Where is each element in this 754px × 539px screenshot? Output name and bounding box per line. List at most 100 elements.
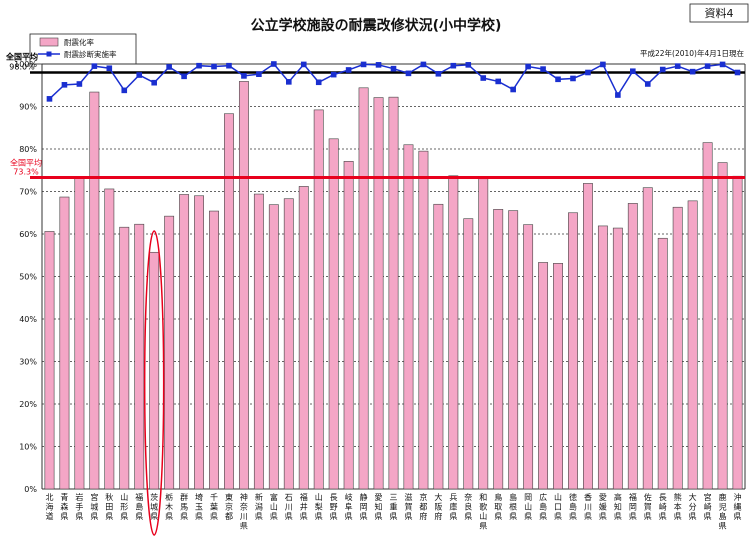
y-tick-label: 10% (19, 443, 37, 452)
bar (687, 200, 698, 490)
average-line-value: 98.0% (9, 63, 35, 72)
line-point (271, 61, 277, 67)
bar (224, 113, 234, 490)
y-tick-label: 20% (19, 400, 37, 409)
x-tick-label: 奈良県 (464, 492, 472, 521)
grid (41, 63, 746, 490)
x-tick-label: 神奈川県 (240, 492, 248, 531)
x-tick-label: 熊本県 (674, 492, 682, 521)
legend-bar-label: 耐震化率 (64, 37, 94, 47)
line-point (570, 75, 576, 82)
bar (149, 251, 160, 490)
x-tick-label: 千葉県 (210, 492, 218, 521)
x-tick-label: 京都府 (419, 492, 427, 521)
x-tick-label: 愛知県 (375, 492, 383, 521)
line-point (181, 73, 187, 80)
y-tick-label: 40% (19, 315, 37, 324)
bar (313, 109, 324, 490)
bar (418, 150, 429, 490)
legend-bar-swatch (39, 37, 59, 47)
bar (343, 161, 354, 490)
bar (164, 215, 175, 490)
legend-line-marker (46, 51, 52, 57)
bar (253, 193, 264, 490)
line-point (76, 81, 83, 87)
line-point (510, 86, 516, 93)
line-point (166, 64, 172, 70)
line-point (151, 79, 157, 86)
bar (89, 91, 100, 490)
line-point (390, 65, 397, 72)
y-tick-label: 30% (19, 358, 37, 367)
bar (597, 225, 608, 490)
x-tick-label: 山梨県 (315, 492, 323, 521)
line-point (585, 69, 591, 76)
doc-label-box (689, 3, 749, 23)
x-tick-label: 香川県 (584, 492, 592, 521)
bar (657, 237, 668, 490)
x-axis-labels: 北海道青森県岩手県宮城県秋田県山形県福島県茨城県栃木県群馬県埼玉県千葉県東京都神… (45, 492, 741, 531)
y-tick-label: 100% (14, 60, 37, 69)
line-point (525, 63, 531, 70)
bar (238, 81, 249, 490)
bar (268, 204, 279, 490)
bar (523, 224, 534, 490)
line-point (61, 82, 68, 88)
line-point (46, 96, 53, 102)
x-tick-label: 島根県 (509, 492, 517, 521)
line-point (495, 78, 502, 85)
bar (627, 203, 638, 490)
x-tick-label: 群馬県 (180, 492, 188, 521)
legend: 耐震化率 耐震診断実施率 (29, 33, 137, 65)
x-tick-label: 山形県 (120, 492, 128, 521)
bar (403, 144, 414, 490)
x-tick-label: 栃木県 (165, 492, 173, 521)
line-point (600, 61, 606, 68)
x-tick-label: 東京都 (225, 492, 233, 521)
y-tick-label: 90% (19, 103, 37, 112)
line-point (285, 79, 292, 85)
x-tick-label: 宮城県 (90, 492, 98, 521)
x-tick-label: 徳島県 (569, 492, 577, 521)
bar (433, 203, 444, 490)
x-tick-label: 大阪府 (434, 492, 442, 521)
bar (672, 206, 683, 490)
x-tick-label: 静岡県 (360, 492, 368, 521)
bar (119, 226, 130, 490)
x-tick-label: 福島県 (135, 493, 143, 521)
bar (478, 178, 489, 490)
bar (612, 227, 623, 490)
bar (388, 96, 399, 490)
line-point (345, 67, 352, 73)
line-point (136, 72, 143, 78)
x-tick-label: 滋賀県 (404, 492, 412, 521)
line-point (644, 81, 651, 87)
bar (538, 262, 549, 490)
line-point (630, 68, 636, 75)
highlight-ellipse (143, 230, 165, 536)
x-tick-label: 埼玉県 (195, 492, 203, 521)
highlight-group (143, 230, 165, 536)
x-tick-label: 大分県 (689, 492, 697, 521)
line-point (435, 70, 442, 77)
line-series (46, 61, 741, 102)
line-point (480, 75, 487, 81)
bar (568, 212, 578, 490)
bar (179, 194, 190, 490)
line-point (540, 66, 546, 72)
x-tick-label: 岡山県 (524, 493, 532, 521)
bar (583, 183, 593, 490)
bar (508, 210, 519, 490)
x-tick-label: 鳥取県 (494, 492, 502, 521)
bar (328, 138, 339, 490)
x-tick-label: 北海道 (45, 493, 53, 521)
x-tick-label: 三重県 (390, 493, 398, 521)
bar (74, 177, 85, 490)
x-tick-label: 愛媛県 (599, 492, 607, 521)
line-point (211, 63, 217, 70)
x-tick-label: 兵庫県 (449, 492, 457, 521)
doc-label: 資料4 (705, 6, 734, 20)
line-point (315, 79, 322, 86)
x-tick-label: 高知県 (614, 492, 622, 521)
